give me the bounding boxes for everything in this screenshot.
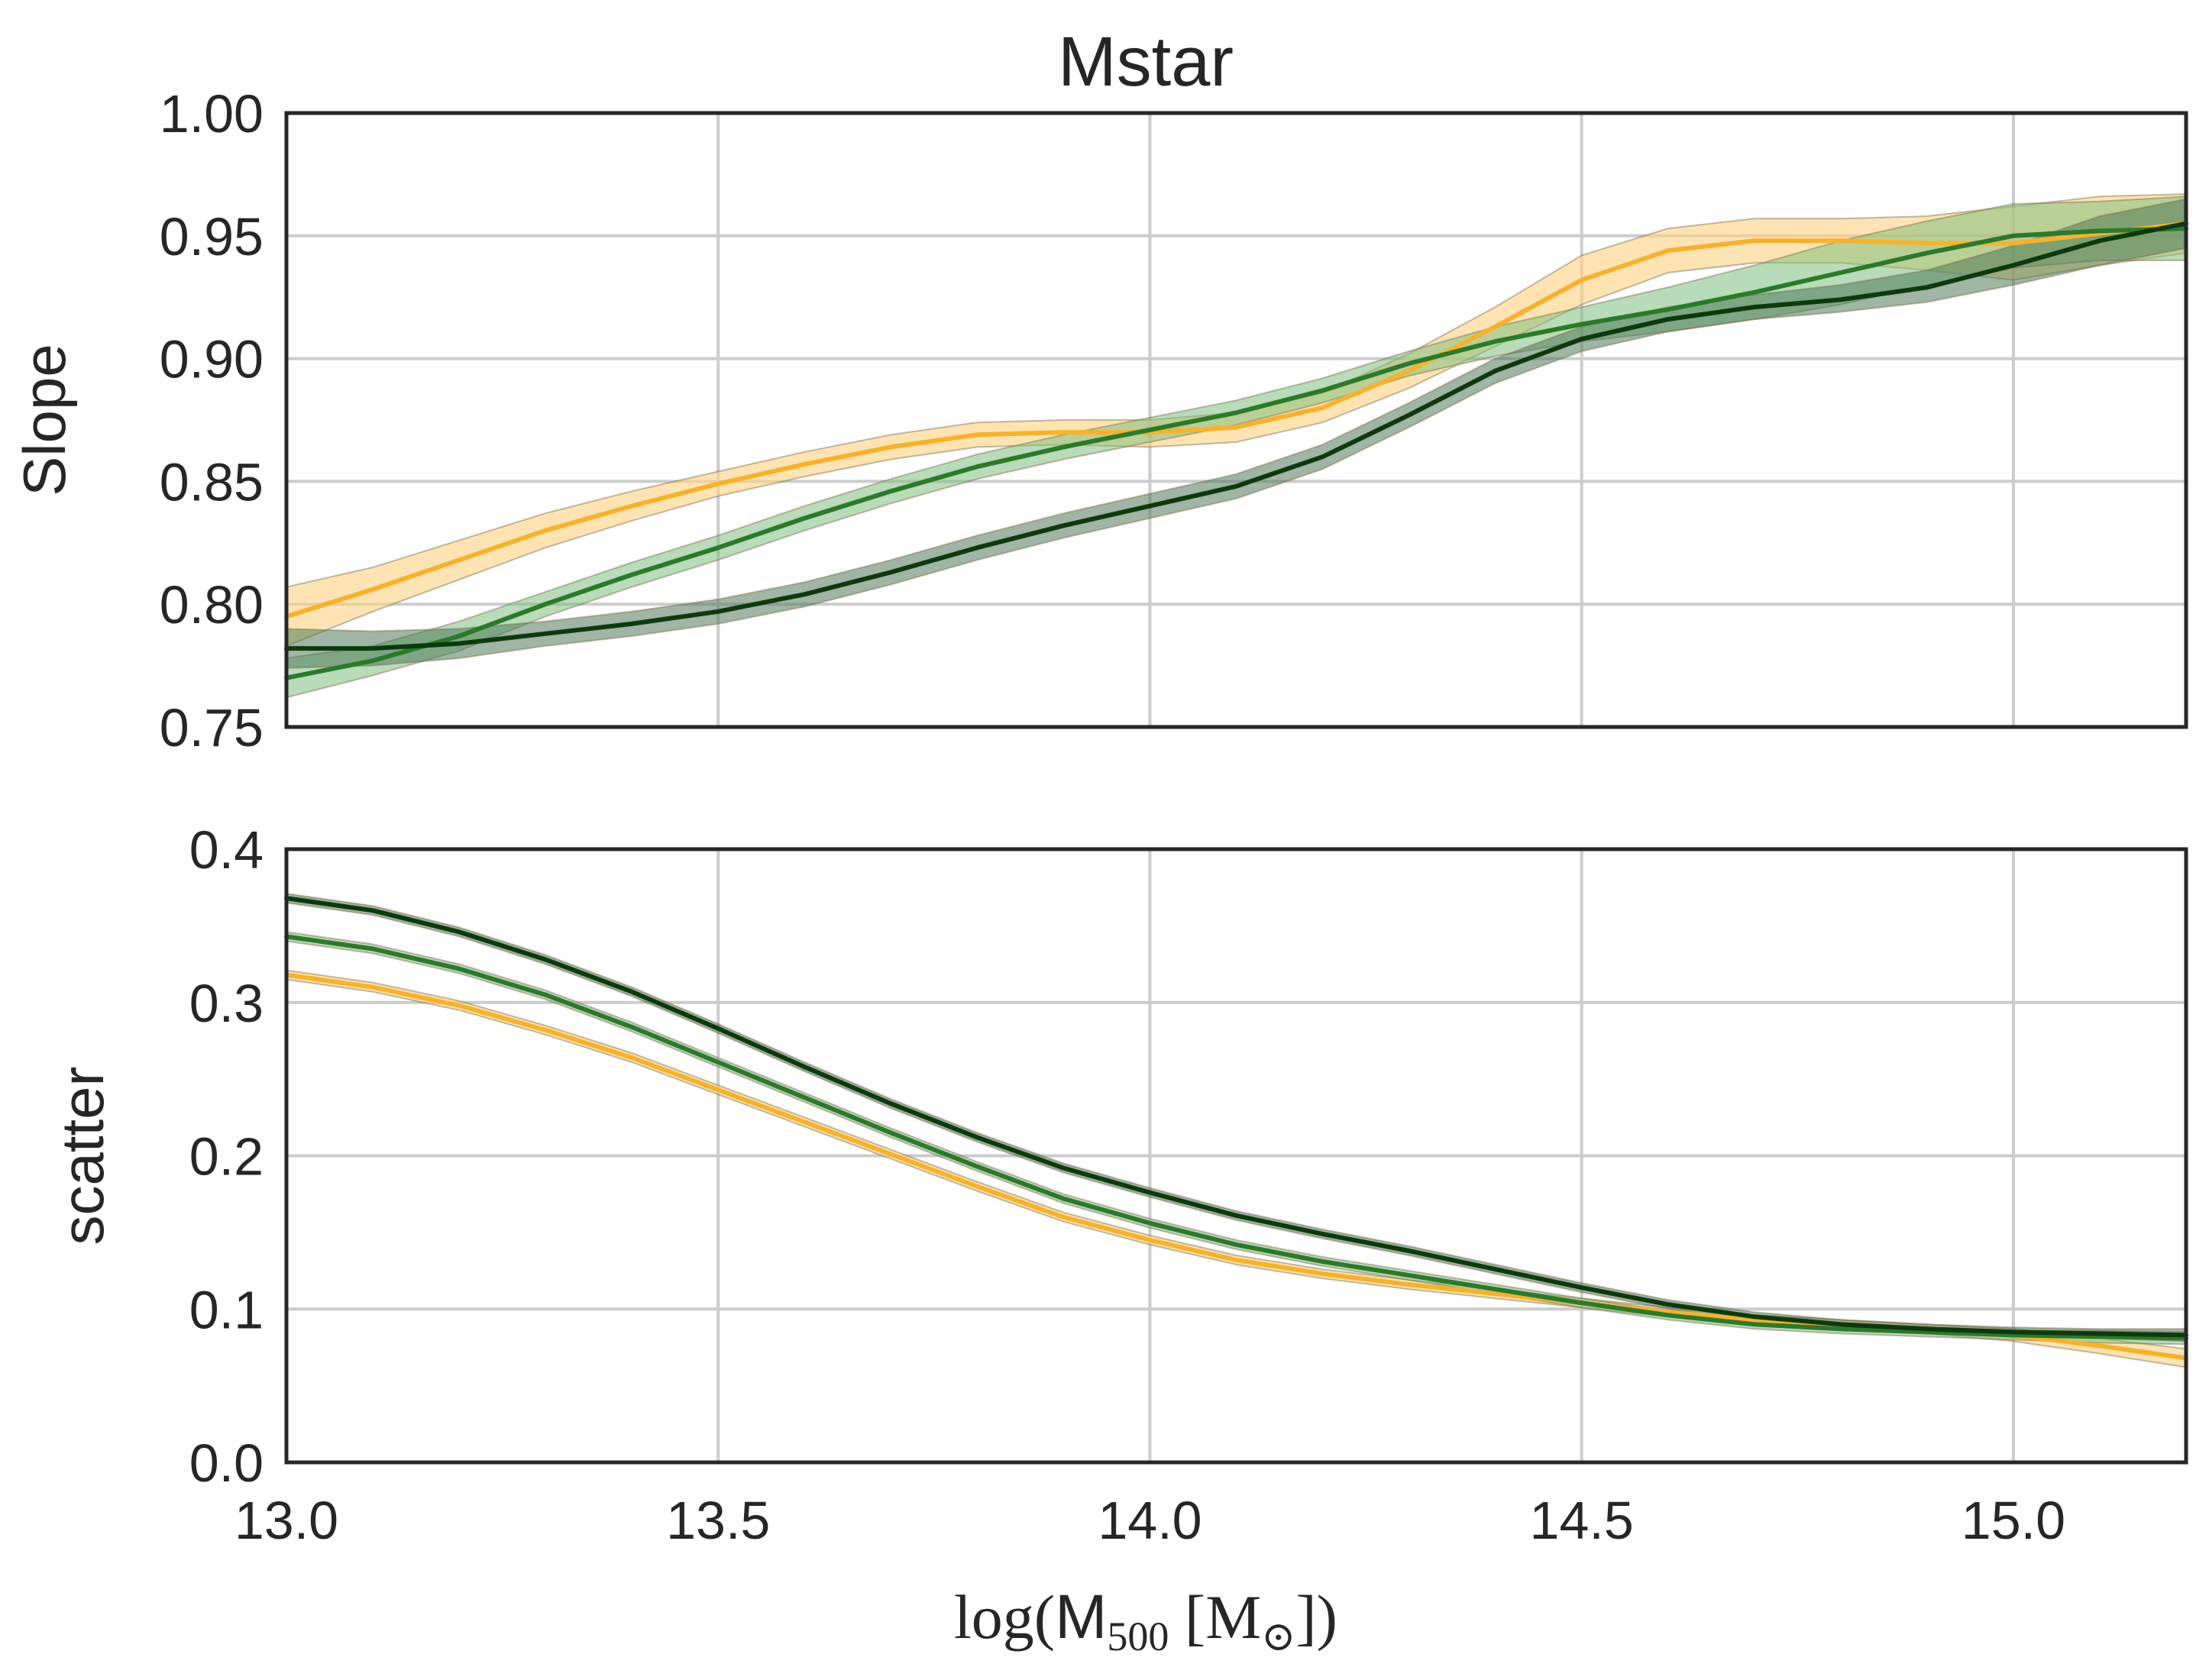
top-y-tick-label: 0.85 bbox=[160, 452, 264, 512]
bottom-axes-frame bbox=[284, 847, 2188, 1465]
top-y-tick-label: 1.00 bbox=[160, 84, 264, 144]
bottom-y-axis-label: scatter bbox=[49, 1066, 116, 1245]
bottom-y-tick-label: 0.4 bbox=[189, 820, 264, 880]
x-axis-label-prefix: log( bbox=[954, 1582, 1055, 1652]
bottom-x-tick-label: 14.5 bbox=[1530, 1491, 1634, 1550]
bottom-x-tick-label: 14.0 bbox=[1098, 1491, 1202, 1550]
top-axes-frame bbox=[284, 111, 2188, 729]
x-axis-label-mass-subscript: 500 bbox=[1107, 1614, 1169, 1659]
bottom-y-tick-label: 0.3 bbox=[189, 974, 264, 1033]
slope-panel: 0.75 0.80 0.85 0.90 0.95 1.00 Slope bbox=[11, 84, 2188, 758]
x-axis-label-mass: M bbox=[1055, 1582, 1107, 1652]
top-y-tick-label: 0.90 bbox=[160, 330, 264, 389]
scatter-panel: 0.0 0.1 0.2 0.3 0.4 13.0 13.5 14.0 14.5 15.0 scatt… bbox=[49, 820, 2188, 1550]
bottom-line-darkgreen bbox=[284, 896, 2188, 1338]
x-axis-label-sun-subscript: ⊙ bbox=[1261, 1614, 1295, 1659]
chart-title: Mstar bbox=[1058, 23, 1234, 101]
x-axis-label-suffix: ]) bbox=[1295, 1582, 1337, 1652]
top-line-green bbox=[284, 226, 2188, 680]
x-axis-label-unit-open: [M bbox=[1169, 1582, 1261, 1652]
top-line-orange bbox=[284, 221, 2188, 619]
top-y-tick-label: 0.95 bbox=[160, 207, 264, 267]
bottom-y-tick-label: 0.2 bbox=[189, 1127, 264, 1187]
top-y-axis-label: Slope bbox=[11, 344, 78, 496]
bottom-x-tick-label: 13.5 bbox=[666, 1491, 770, 1550]
top-y-tick-label: 0.80 bbox=[160, 575, 264, 635]
top-line-darkgreen bbox=[284, 221, 2188, 651]
bottom-y-tick-label: 0.1 bbox=[189, 1280, 264, 1339]
bottom-line-green bbox=[284, 934, 2188, 1341]
bottom-y-tick-label: 0.0 bbox=[189, 1433, 264, 1493]
bottom-x-tick-label: 15.0 bbox=[1962, 1491, 2065, 1550]
x-axis-label: log(M500 [M⊙]) bbox=[954, 1582, 1337, 1659]
top-y-tick-label: 0.75 bbox=[160, 698, 264, 758]
bottom-x-tick-label: 13.0 bbox=[234, 1491, 338, 1550]
